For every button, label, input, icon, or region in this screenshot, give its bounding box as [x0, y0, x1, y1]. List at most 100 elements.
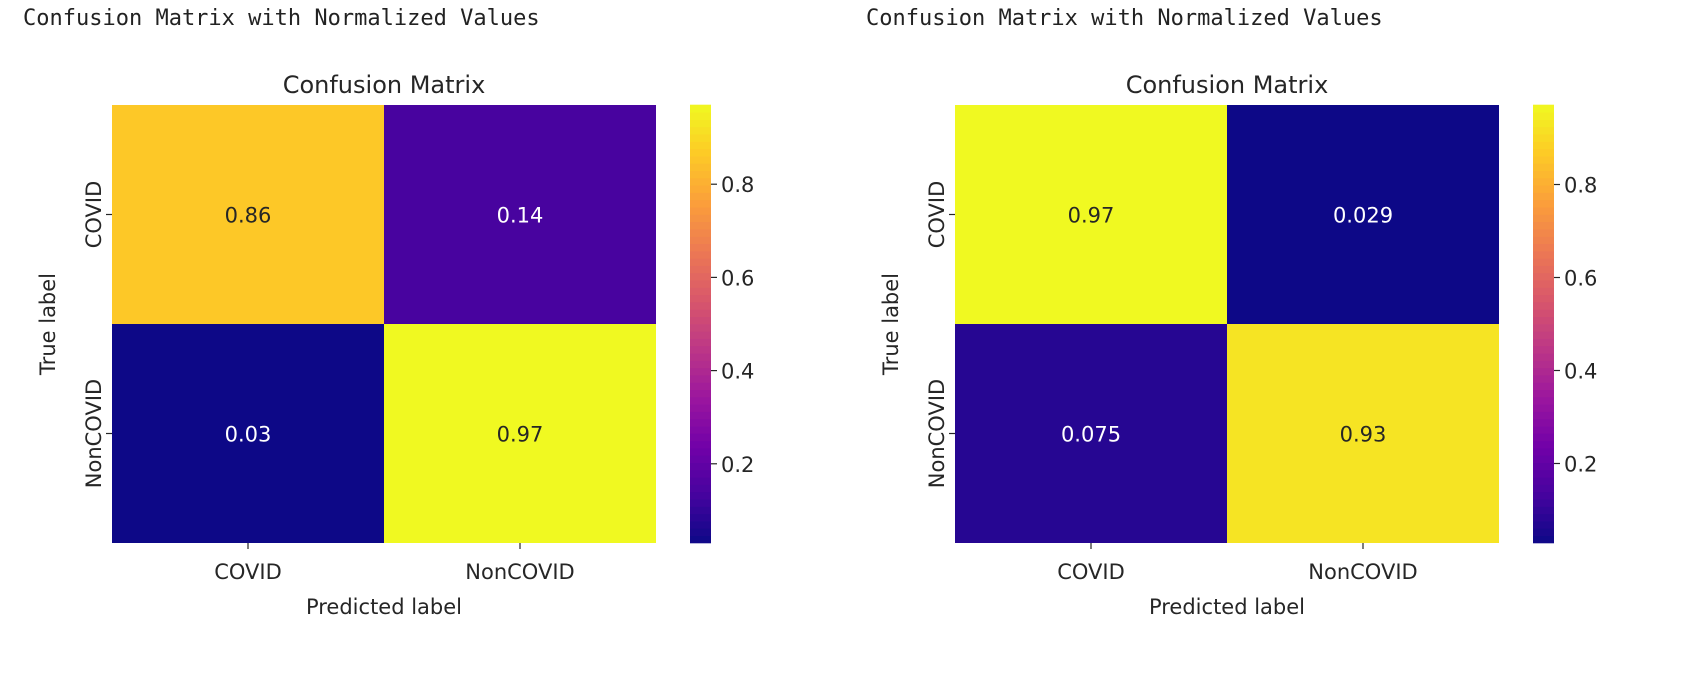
colorbar-segment	[690, 316, 711, 325]
x-axis-label: Predicted label	[1149, 595, 1305, 619]
colorbar-segment	[1533, 272, 1554, 281]
colorbar-segment	[1533, 155, 1554, 164]
colorbar-segment	[1533, 192, 1554, 201]
colorbar-segment	[690, 447, 711, 456]
colorbar-segment	[690, 243, 711, 252]
colorbar-segment	[690, 484, 711, 493]
colorbar-segment	[1533, 199, 1554, 208]
colorbar-segment	[690, 272, 711, 281]
colorbar-segment	[690, 404, 711, 412]
colorbar-segment	[1533, 243, 1554, 252]
colorbar-segment	[1533, 469, 1554, 478]
colorbar-segment	[690, 206, 711, 215]
colorbar-segment	[690, 177, 711, 186]
colorbar-segment	[690, 301, 711, 310]
colorbar-segment	[1533, 331, 1554, 339]
colorbar-segment	[1533, 279, 1554, 288]
colorbar-segment	[1533, 294, 1554, 303]
colorbar-segment	[1533, 141, 1554, 150]
heatmap-cell	[955, 324, 1227, 543]
colorbar-segment	[690, 214, 711, 223]
x-tick-label: COVID	[214, 560, 282, 584]
colorbar-segment	[1533, 491, 1554, 500]
colorbar-segment	[690, 389, 711, 398]
colorbar-segment	[690, 141, 711, 150]
colorbar-segment	[1533, 425, 1554, 434]
colorbar-segment	[690, 133, 711, 142]
colorbar-segment	[1533, 447, 1554, 456]
colorbar-segment	[1533, 177, 1554, 186]
heatmap-cell	[1227, 105, 1499, 324]
colorbar-segment	[690, 265, 711, 274]
colorbar-tick-label: 0.2	[1564, 452, 1597, 476]
colorbar-segment	[690, 155, 711, 164]
colorbar-segment	[690, 382, 711, 390]
heatmap-cell	[112, 105, 384, 324]
colorbar-segment	[690, 469, 711, 478]
colorbar-segment	[1533, 112, 1554, 120]
colorbar-segment	[1533, 374, 1554, 383]
colorbar-segment	[690, 477, 711, 485]
colorbar-segment	[690, 185, 711, 193]
colorbar-segment	[1533, 411, 1554, 420]
colorbar-segment	[1533, 133, 1554, 142]
colorbar-segment	[690, 491, 711, 500]
colorbar-segment	[1533, 316, 1554, 325]
colorbar-segment	[690, 506, 711, 515]
cell-value-label: 0.075	[1061, 423, 1121, 447]
notebook-output-caption-right: Confusion Matrix with Normalized Values	[866, 6, 1383, 31]
chart-title: Confusion Matrix	[283, 71, 486, 99]
cell-value-label: 0.97	[497, 423, 544, 447]
colorbar-segment	[690, 199, 711, 208]
chart-title: Confusion Matrix	[1126, 71, 1329, 99]
colorbar-segment	[1533, 170, 1554, 179]
colorbar-segment	[1533, 214, 1554, 223]
notebook-output-caption-left: Confusion Matrix with Normalized Values	[23, 6, 540, 31]
x-tick-label: NonCOVID	[465, 560, 574, 584]
colorbar-segment	[1533, 258, 1554, 266]
colorbar-segment	[1533, 535, 1554, 544]
colorbar-segment	[690, 294, 711, 303]
colorbar-segment	[1533, 250, 1554, 259]
cell-value-label: 0.03	[225, 423, 272, 447]
colorbar-segment	[690, 221, 711, 230]
colorbar-segment	[690, 104, 711, 113]
colorbar-segment	[690, 279, 711, 288]
cell-value-label: 0.97	[1068, 204, 1115, 228]
colorbar-segment	[690, 331, 711, 339]
colorbar-segment	[1533, 352, 1554, 361]
colorbar-segment	[690, 323, 711, 332]
colorbar-segment	[1533, 477, 1554, 485]
colorbar-segment	[690, 440, 711, 449]
colorbar-segment	[1533, 360, 1554, 369]
confusion-matrix-heatmap-left: 0.86 0.14 0.03 0.97 Confusion Matrix COVID Non…	[36, 71, 754, 619]
x-tick-label: NonCOVID	[1308, 560, 1417, 584]
colorbar-tick-label: 0.8	[721, 173, 754, 197]
colorbar-segment	[690, 396, 711, 405]
cell-value-label: 0.93	[1340, 423, 1387, 447]
colorbar-segment	[1533, 301, 1554, 310]
colorbar-segment	[690, 170, 711, 179]
colorbar-segment	[690, 119, 711, 128]
colorbar-segment	[1533, 528, 1554, 536]
colorbar-tick-label: 0.4	[1564, 359, 1597, 383]
colorbar-segment	[690, 287, 711, 296]
heatmap-cell	[112, 324, 384, 543]
colorbar-segment	[690, 418, 711, 427]
colorbar-segment	[1533, 484, 1554, 493]
y-tick-label: COVID	[925, 181, 949, 249]
colorbar-segment	[1533, 206, 1554, 215]
colorbar-segment	[1533, 345, 1554, 354]
colorbar-segment	[1533, 520, 1554, 529]
y-tick-label: NonCOVID	[82, 379, 106, 488]
colorbar-segment	[690, 374, 711, 383]
colorbar-segment	[1533, 338, 1554, 347]
colorbar-segment	[1533, 265, 1554, 274]
colorbar-segment	[690, 338, 711, 347]
colorbar-segment	[690, 309, 711, 317]
colorbar-segment	[690, 352, 711, 361]
y-tick-label: NonCOVID	[925, 379, 949, 488]
colorbar-segment	[1533, 404, 1554, 412]
colorbar-segment	[690, 258, 711, 266]
colorbar-segment	[690, 163, 711, 171]
